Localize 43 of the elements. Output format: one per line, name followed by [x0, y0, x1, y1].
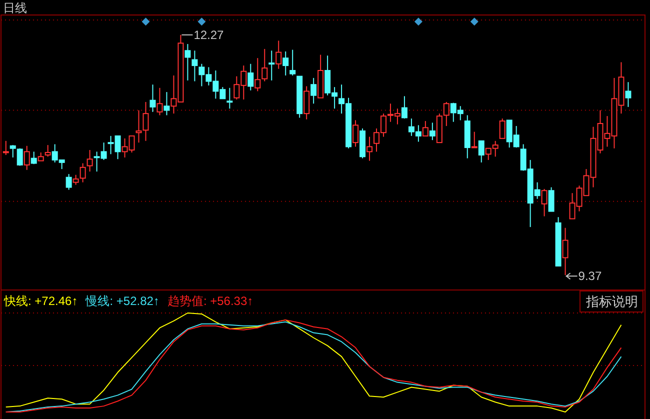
- text: 慢线: +52.82↑: [84, 294, 160, 308]
- candlestick: [422, 120, 428, 136]
- candlestick: [548, 186, 554, 212]
- candlestick: [541, 188, 548, 217]
- candlestick: [44, 144, 51, 158]
- candlestick: [282, 50, 289, 76]
- annotation: 9.37: [578, 269, 602, 284]
- candlestick: [625, 82, 632, 108]
- candlestick: [184, 43, 191, 81]
- candlestick: [248, 63, 254, 91]
- candlestick: [276, 40, 282, 70]
- candlestick: [226, 87, 233, 110]
- candlestick: [72, 174, 79, 186]
- candlestick: [310, 77, 317, 104]
- candlestick: [80, 162, 86, 183]
- candlestick: [142, 101, 149, 142]
- text: 日线: [3, 1, 27, 15]
- candlestick: [562, 227, 568, 276]
- candlestick: [443, 101, 450, 126]
- candlestick: [499, 118, 506, 139]
- candlestick: [304, 86, 310, 120]
- candlestick: [156, 87, 163, 116]
- candlestick: [268, 50, 275, 81]
- series-label: 趋势值: +56.33↑: [167, 294, 254, 308]
- candlestick: [366, 136, 372, 162]
- candlestick: [66, 174, 72, 190]
- candlestick: [352, 120, 359, 148]
- candlestick: [192, 50, 198, 82]
- candlestick: [429, 122, 436, 141]
- candlestick: [2, 140, 9, 156]
- candlestick: [24, 145, 30, 170]
- candlestick: [150, 84, 156, 112]
- candlestick: [164, 92, 170, 116]
- text: 指标说明: [585, 294, 638, 309]
- candlestick: [86, 150, 93, 172]
- candlestick: [471, 131, 478, 148]
- annotation: 12.27: [194, 28, 224, 42]
- candlestick: [290, 49, 296, 76]
- candlestick: [136, 110, 142, 144]
- candlestick: [401, 96, 408, 120]
- candlestick: [478, 140, 484, 163]
- text: 快线: +72.46↑: [3, 294, 78, 308]
- candlestick: [30, 151, 37, 165]
